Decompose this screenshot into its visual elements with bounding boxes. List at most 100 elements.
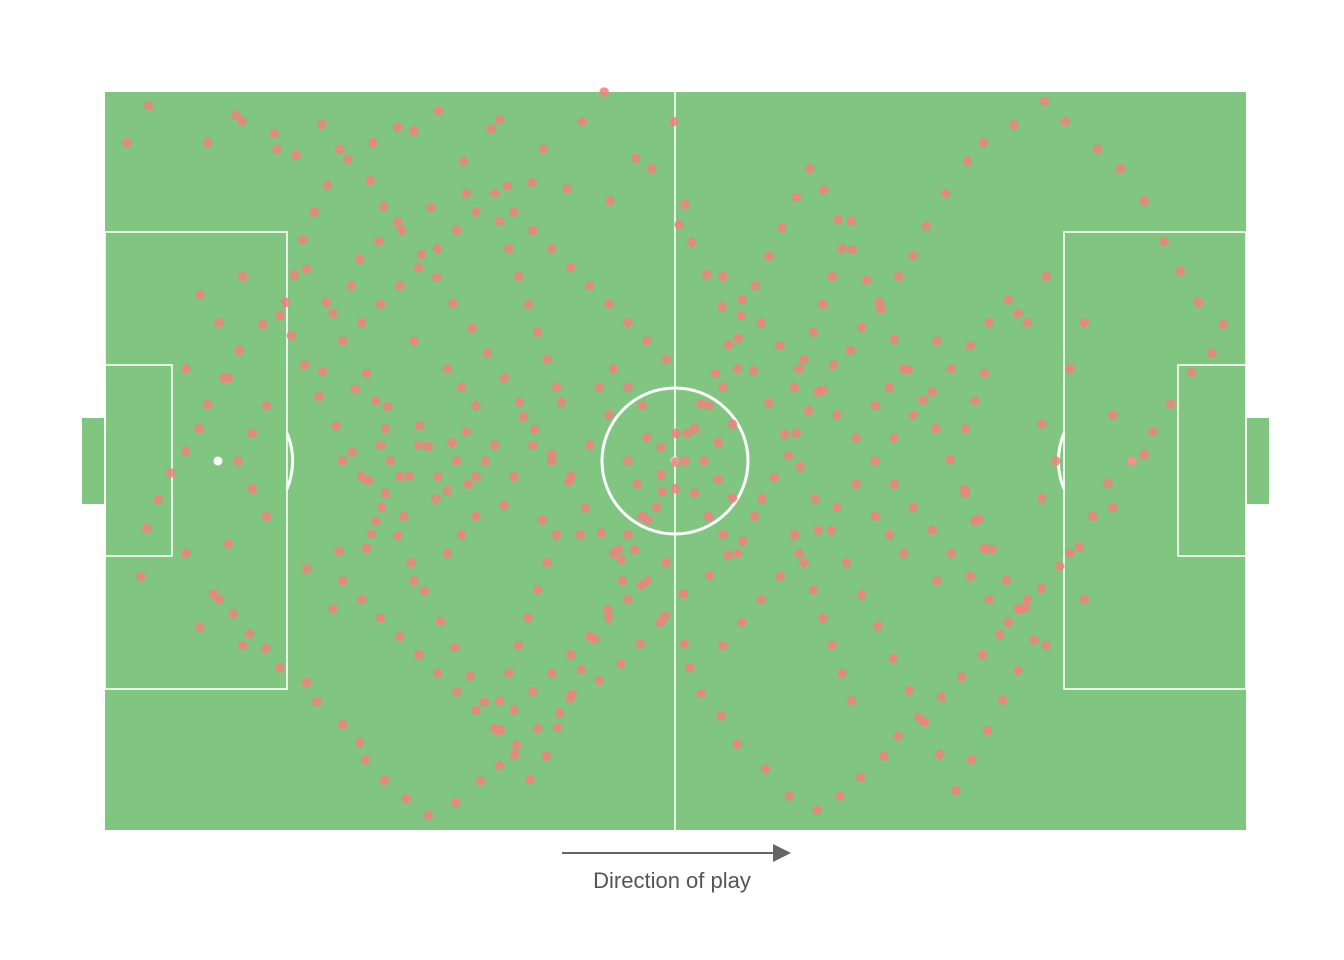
- event-point: [637, 511, 647, 522]
- event-point: [818, 613, 828, 623]
- event-point: [594, 675, 605, 686]
- event-point: [566, 649, 576, 660]
- event-point: [828, 360, 839, 370]
- event-point: [523, 299, 533, 310]
- event-point: [355, 737, 365, 748]
- event-point: [1022, 317, 1033, 328]
- event-point: [542, 354, 552, 365]
- event-point: [956, 672, 967, 682]
- event-point: [423, 441, 434, 452]
- event-point: [927, 387, 937, 397]
- event-point: [289, 269, 300, 280]
- event-point: [812, 804, 822, 815]
- event-point: [499, 373, 510, 383]
- event-point: [547, 244, 557, 254]
- event-point: [366, 529, 377, 539]
- event-point: [379, 775, 390, 785]
- event-point: [552, 722, 563, 733]
- event-point: [494, 114, 505, 125]
- event-point: [656, 442, 666, 453]
- event-point: [562, 184, 572, 194]
- event-point: [966, 755, 976, 765]
- event-point: [727, 493, 738, 503]
- event-point: [214, 594, 224, 605]
- event-point: [884, 382, 895, 393]
- event-point: [1013, 603, 1023, 614]
- event-point: [181, 548, 191, 559]
- event-point: [884, 530, 895, 540]
- event-point: [738, 536, 748, 547]
- event-point: [577, 116, 588, 127]
- event-point: [960, 423, 971, 434]
- event-point: [322, 180, 333, 190]
- event-point: [514, 397, 525, 407]
- event-point: [456, 530, 467, 540]
- event-point: [775, 571, 785, 582]
- event-point: [623, 530, 633, 540]
- event-point: [1108, 410, 1118, 420]
- event-point: [223, 373, 234, 383]
- event-point: [565, 693, 575, 703]
- event-point: [314, 391, 324, 402]
- event-point: [908, 502, 918, 512]
- event-point: [1054, 561, 1065, 571]
- event-point: [244, 628, 255, 639]
- event-point: [794, 364, 804, 374]
- event-point: [1041, 640, 1052, 651]
- event-point: [494, 696, 505, 706]
- event-point: [646, 163, 657, 174]
- direction-of-play-label: Direction of play: [593, 868, 751, 893]
- event-point: [642, 576, 652, 586]
- event-point: [401, 793, 412, 804]
- event-point: [777, 222, 787, 233]
- event-point: [732, 739, 743, 749]
- event-point: [380, 423, 391, 434]
- event-point: [616, 659, 627, 669]
- event-point: [749, 511, 760, 522]
- event-point: [617, 576, 628, 586]
- event-point: [538, 144, 549, 154]
- event-point: [1022, 594, 1033, 605]
- event-point: [635, 638, 646, 649]
- right-six-yard-box: [1177, 364, 1247, 557]
- event-point: [395, 280, 405, 291]
- event-point: [678, 589, 688, 599]
- event-point: [1148, 426, 1158, 437]
- event-point: [1065, 364, 1075, 374]
- event-point: [142, 523, 152, 534]
- event-point: [927, 525, 937, 535]
- event-point: [566, 471, 576, 482]
- event-point: [994, 629, 1005, 640]
- event-point: [461, 426, 472, 437]
- event-point: [984, 594, 995, 605]
- event-point: [813, 387, 823, 397]
- event-point: [894, 271, 904, 282]
- event-point: [629, 544, 640, 555]
- event-point: [361, 368, 372, 379]
- event-point: [471, 511, 481, 522]
- event-point: [361, 543, 372, 554]
- event-point: [932, 336, 942, 346]
- event-point: [328, 308, 339, 319]
- event-point: [312, 697, 322, 707]
- event-point: [504, 244, 514, 254]
- event-point: [1065, 548, 1075, 559]
- event-point: [258, 319, 268, 330]
- event-point: [680, 199, 690, 210]
- event-point: [718, 271, 728, 282]
- event-point: [556, 397, 567, 407]
- event-point: [328, 603, 339, 614]
- event-point: [718, 530, 728, 540]
- event-point: [813, 525, 823, 535]
- event-point: [237, 116, 247, 127]
- event-point: [623, 317, 633, 328]
- event-point: [346, 280, 357, 291]
- event-point: [396, 225, 407, 236]
- event-point: [490, 723, 500, 734]
- event-point: [623, 594, 633, 605]
- event-point: [442, 364, 453, 374]
- event-point: [406, 557, 417, 568]
- event-point: [393, 217, 403, 227]
- event-point: [670, 457, 681, 467]
